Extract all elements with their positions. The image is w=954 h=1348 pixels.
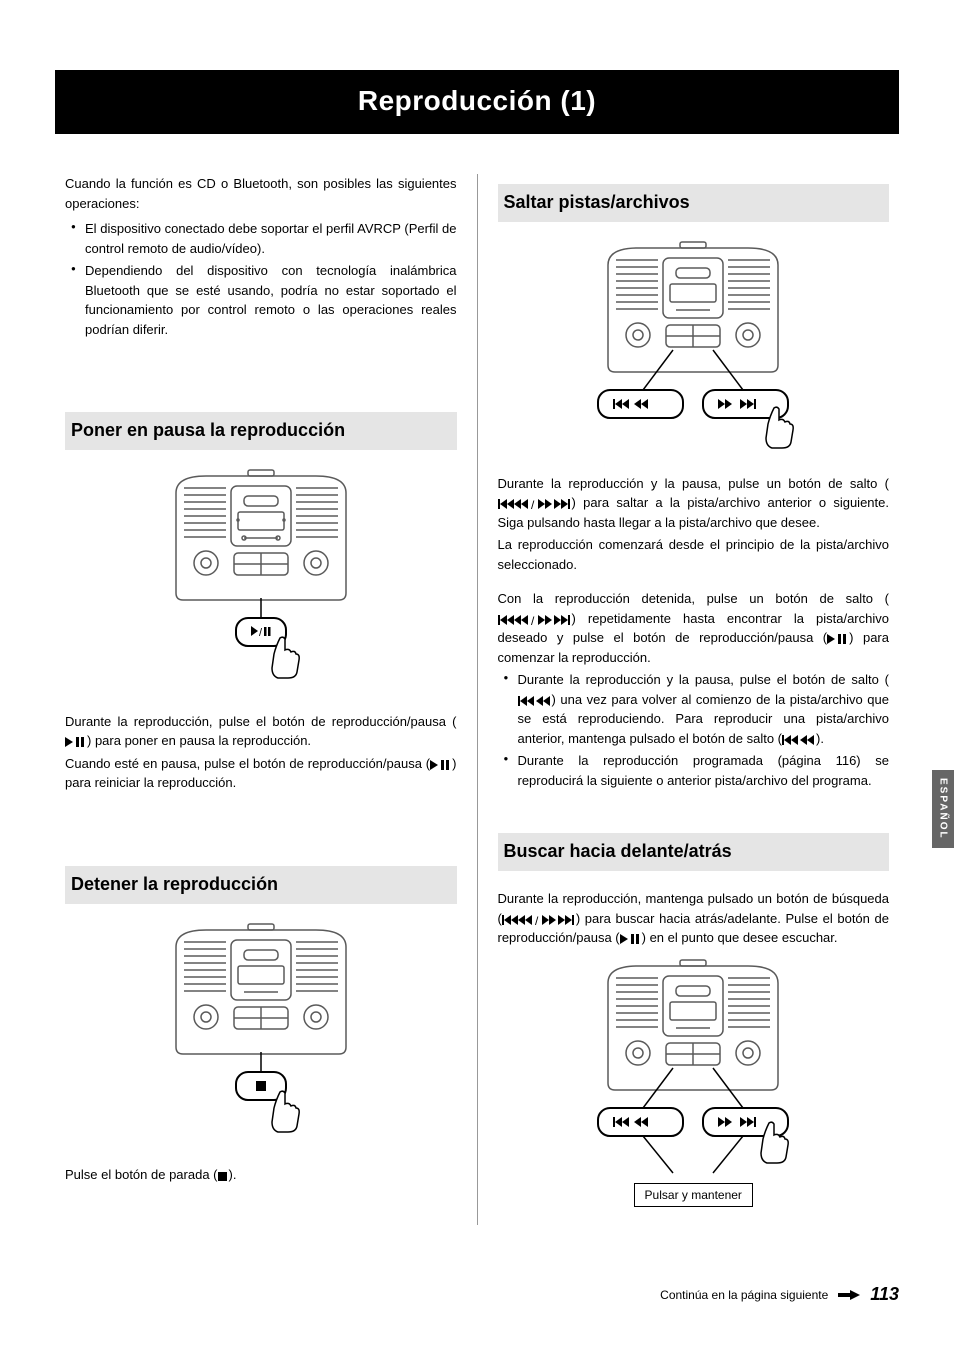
pause-p1: Durante la reproducción, pulse el botón … <box>65 712 457 751</box>
search-figure: Pulsar y mantener <box>498 958 890 1208</box>
stop-icon <box>218 1172 229 1181</box>
intro-bullet-2: Dependiendo del dispositivo con tecnolog… <box>71 261 457 339</box>
skip-p2: La reproducción comenzará desde el princ… <box>498 535 890 574</box>
skip-p1: Durante la reproducción y la pausa, puls… <box>498 474 890 533</box>
language-tab: ESPAÑOL <box>932 770 954 848</box>
right-column: Saltar pistas/archivos <box>478 174 900 1225</box>
skip-heading: Saltar pistas/archivos <box>498 184 890 222</box>
intro-bullet-1: El dispositivo conectado debe soportar e… <box>71 219 457 258</box>
page-title: Reproducción (1) <box>55 70 899 134</box>
skip-back-icon <box>518 696 552 706</box>
continue-text: Continúa en la página siguiente <box>660 1286 828 1304</box>
pause-heading: Poner en pausa la reproducción <box>65 412 457 450</box>
search-heading: Buscar hacia delante/atrás <box>498 833 890 871</box>
stop-heading: Detener la reproducción <box>65 866 457 904</box>
pause-p2: Cuando esté en pausa, pulse el botón de … <box>65 754 457 793</box>
intro-text: Cuando la función es CD o Bluetooth, son… <box>65 174 457 213</box>
skip-icons <box>498 615 572 625</box>
skip-figure <box>498 240 890 456</box>
page-number: 113 <box>870 1281 899 1308</box>
skip-bullets: Durante la reproducción y la pausa, puls… <box>498 670 890 790</box>
search-p1: Durante la reproducción, mantenga pulsad… <box>498 889 890 948</box>
play-pause-icon <box>430 760 452 770</box>
play-pause-icon <box>65 737 87 747</box>
continue-arrow-icon <box>838 1290 860 1300</box>
left-column: Cuando la función es CD o Bluetooth, son… <box>55 174 478 1225</box>
skip-p3: Con la reproducción detenida, pulse un b… <box>498 589 890 667</box>
pause-figure: / <box>65 468 457 694</box>
skip-back-icon <box>782 735 816 745</box>
intro-bullets: El dispositivo conectado debe soportar e… <box>65 219 457 339</box>
stop-figure <box>65 922 457 1148</box>
play-pause-icon <box>620 934 642 944</box>
skip-bullet-1: Durante la reproducción y la pausa, puls… <box>504 670 890 748</box>
skip-icons <box>502 915 576 925</box>
skip-bullet-2: Durante la reproducción programada (pági… <box>504 751 890 790</box>
play-pause-icon <box>827 634 849 644</box>
skip-icons <box>498 499 572 509</box>
stop-p1: Pulse el botón de parada (). <box>65 1165 457 1185</box>
figure-caption: Pulsar y mantener <box>634 1183 753 1207</box>
svg-text:/: / <box>259 627 263 639</box>
